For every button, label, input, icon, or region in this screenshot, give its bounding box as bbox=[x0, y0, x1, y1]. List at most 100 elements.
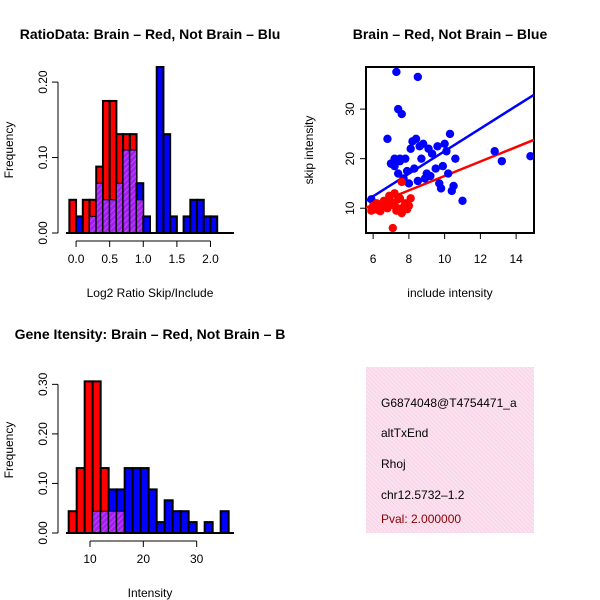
ratio-bar-not-brain bbox=[189, 198, 199, 235]
intensity-bar-overlap bbox=[100, 510, 110, 534]
scatter-point-brain bbox=[397, 208, 406, 218]
scatter-point-not-brain bbox=[497, 156, 507, 166]
scatter-point-not-brain bbox=[458, 196, 467, 205]
scatter-y-tick-label: 30 bbox=[343, 102, 357, 116]
intensity-bar-not-brain bbox=[139, 467, 150, 535]
scatter-point-not-brain bbox=[395, 154, 405, 163]
scatter-x-tick-label: 12 bbox=[474, 252, 488, 266]
intensity-bar-brain bbox=[75, 467, 86, 535]
scatter-point-brain bbox=[406, 194, 415, 203]
scatter-point-not-brain bbox=[451, 154, 460, 163]
scatter-point-brain bbox=[397, 177, 406, 187]
intensity-x-axis-label: Intensity bbox=[128, 586, 173, 600]
scatter-point-not-brain bbox=[526, 151, 534, 161]
ratio-x-tick-label: 2.0 bbox=[202, 252, 219, 266]
intensity-histogram-panel: Gene Itensity: Brain – Red, Not Brain – … bbox=[2, 326, 285, 600]
ratio-bar-overlap bbox=[89, 215, 97, 234]
ratio-y-axis-label: Frequency bbox=[2, 122, 16, 179]
scatter-y-axis: 10 20 30 bbox=[343, 102, 366, 215]
intensity-bar-not-brain bbox=[203, 521, 214, 535]
ratio-histogram-panel: RatioData: Brain – Red, Not Brain – Blu … bbox=[2, 26, 280, 300]
scatter-x-tick-label: 10 bbox=[438, 252, 452, 266]
scatter-panel: Brain – Red, Not Brain – Blue 6 8 10 12 14 1… bbox=[302, 26, 547, 300]
scatter-y-axis-label: skip intensity bbox=[302, 116, 316, 185]
scatter-points bbox=[367, 67, 534, 233]
scatter-point-not-brain bbox=[440, 139, 449, 149]
ratio-bar-overlap bbox=[109, 199, 117, 234]
info-probe-id: G6874048@T4754471_a bbox=[381, 396, 517, 410]
intensity-bar-overlap bbox=[92, 510, 102, 534]
ratio-bar-brain bbox=[81, 198, 91, 235]
ratio-x-tick-label: 0.0 bbox=[68, 252, 85, 266]
intensity-bar-not-brain bbox=[163, 499, 174, 535]
intensity-y-axis: 0.00 0.10 0.20 0.30 bbox=[36, 372, 59, 545]
scatter-point-brain bbox=[388, 223, 398, 233]
scatter-point-not-brain bbox=[490, 147, 499, 156]
ratio-bar-not-brain bbox=[209, 215, 219, 234]
scatter-point-not-brain bbox=[393, 169, 403, 178]
scatter-point-not-brain bbox=[433, 142, 442, 151]
info-pval: Pval: 2.000000 bbox=[381, 512, 461, 526]
ratio-y-tick-label: 0.10 bbox=[36, 146, 50, 170]
intensity-bar-overlap bbox=[108, 510, 118, 534]
ratio-y-axis: 0.00 0.10 0.20 bbox=[36, 70, 59, 245]
scatter-point-not-brain bbox=[392, 67, 401, 77]
scatter-point-not-brain bbox=[406, 144, 415, 153]
ratio-x-tick-label: 1.0 bbox=[135, 252, 152, 266]
scatter-point-not-brain bbox=[426, 171, 435, 181]
intensity-y-tick-label: 0.10 bbox=[36, 471, 50, 495]
scatter-point-not-brain bbox=[413, 72, 423, 82]
scatter-point-not-brain bbox=[431, 164, 440, 173]
scatter-point-brain bbox=[395, 194, 405, 203]
ratio-bar-overlap bbox=[129, 149, 138, 234]
ratio-bar-not-brain bbox=[162, 133, 172, 234]
scatter-point-not-brain bbox=[427, 149, 437, 158]
intensity-chart-title: Gene Itensity: Brain – Red, Not Brain – … bbox=[15, 326, 286, 342]
ratio-bar-brain bbox=[68, 198, 78, 235]
intensity-y-axis-label: Frequency bbox=[2, 422, 16, 479]
ratio-bar-overlap bbox=[122, 149, 131, 234]
ratio-chart-title: RatioData: Brain – Red, Not Brain – Blu bbox=[20, 26, 281, 42]
intensity-y-tick-label: 0.20 bbox=[36, 422, 50, 446]
intensity-histogram-bars bbox=[66, 380, 234, 535]
scatter-point-not-brain bbox=[404, 179, 414, 188]
ratio-y-tick-label: 0.00 bbox=[36, 221, 50, 245]
scatter-point-not-brain bbox=[442, 147, 451, 156]
scatter-point-not-brain bbox=[436, 184, 446, 193]
scatter-chart-title: Brain – Red, Not Brain – Blue bbox=[353, 26, 548, 42]
intensity-bar-not-brain bbox=[131, 467, 142, 535]
intensity-bar-not-brain bbox=[179, 510, 190, 535]
intensity-bar-not-brain bbox=[219, 510, 230, 535]
scatter-point-not-brain bbox=[411, 134, 421, 144]
intensity-bar-not-brain bbox=[171, 510, 182, 535]
intensity-bar-brain bbox=[83, 380, 94, 534]
ratio-bar-not-brain bbox=[75, 215, 84, 234]
scatter-y-tick-label: 20 bbox=[343, 152, 357, 166]
scatter-point-brain bbox=[404, 201, 414, 210]
scatter-x-axis-label: include intensity bbox=[407, 286, 492, 300]
intensity-x-tick-label: 20 bbox=[137, 552, 151, 566]
scatter-point-not-brain bbox=[397, 109, 406, 119]
ratio-bar-not-brain bbox=[196, 198, 205, 235]
intensity-y-tick-label: 0.30 bbox=[36, 372, 50, 396]
ratio-histogram-bars bbox=[66, 66, 234, 235]
intensity-bar-not-brain bbox=[123, 467, 134, 535]
intensity-bar-not-brain bbox=[155, 521, 166, 535]
ratio-x-tick-label: 1.5 bbox=[169, 252, 186, 266]
info-gene: Rhoj bbox=[381, 457, 406, 471]
scatter-x-axis: 6 8 10 12 14 bbox=[370, 233, 523, 266]
ratio-bar-not-brain bbox=[202, 215, 212, 234]
ratio-bar-overlap bbox=[115, 182, 124, 234]
scatter-y-tick-label: 10 bbox=[343, 201, 357, 215]
scatter-point-brain bbox=[386, 197, 396, 206]
ratio-x-axis: 0.0 0.5 1.0 1.5 2.0 bbox=[68, 240, 219, 266]
ratio-x-tick-label: 0.5 bbox=[101, 252, 118, 266]
scatter-point-not-brain bbox=[386, 159, 396, 168]
scatter-x-tick-label: 14 bbox=[509, 252, 523, 266]
info-locus: chr12.5732–1.2 bbox=[381, 488, 465, 502]
intensity-bar-not-brain bbox=[187, 521, 198, 535]
scatter-point-not-brain bbox=[444, 169, 453, 178]
ratio-y-tick-label: 0.20 bbox=[36, 70, 50, 94]
ratio-bar-overlap bbox=[136, 199, 144, 234]
